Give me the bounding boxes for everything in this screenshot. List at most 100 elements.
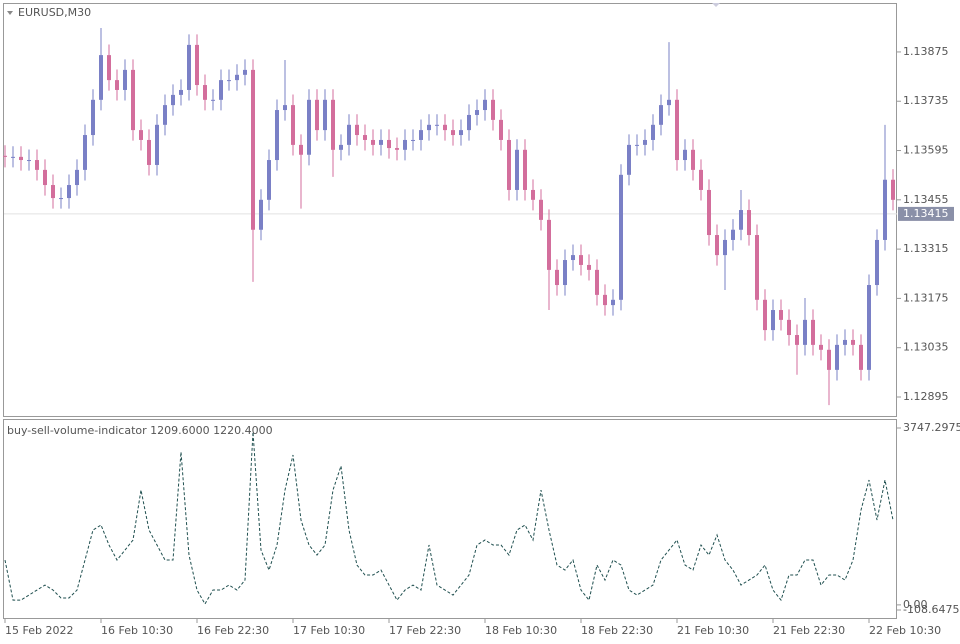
x-tick-label: 18 Feb 10:30 — [485, 624, 557, 637]
x-tick-label: 21 Feb 10:30 — [677, 624, 749, 637]
y-tick-label: 1.13315 — [903, 242, 949, 255]
candle-body — [107, 55, 111, 81]
candle-body — [683, 149, 687, 161]
x-tick-label: 21 Feb 22:30 — [773, 624, 845, 637]
candle-body — [403, 139, 407, 150]
candle-body — [115, 80, 119, 90]
candle-body — [363, 135, 367, 140]
x-tick-label: 18 Feb 22:30 — [581, 624, 653, 637]
candle-body — [267, 160, 271, 200]
candle-body — [659, 105, 663, 125]
candle-body — [75, 169, 79, 186]
candle-body — [163, 105, 167, 125]
candle-body — [563, 260, 567, 286]
candle-body — [203, 85, 207, 100]
candle-body — [387, 139, 391, 149]
candle-body — [299, 144, 303, 155]
candle-body — [875, 239, 879, 286]
candle-body — [67, 185, 71, 199]
indicator-line — [4, 432, 894, 605]
candle-body — [811, 319, 815, 345]
candle-body — [155, 124, 159, 165]
candle-body — [619, 174, 623, 300]
candle-body — [315, 99, 319, 131]
candle-body — [691, 149, 695, 170]
candle-body — [227, 80, 231, 82]
candle-body — [587, 264, 591, 270]
candle-body — [827, 349, 831, 370]
candle-body — [851, 339, 855, 345]
candle-body — [43, 169, 47, 186]
candle-body — [739, 210, 743, 230]
candle-body — [123, 69, 127, 90]
candle-body — [395, 148, 399, 150]
candle-body — [371, 139, 375, 145]
candle-body — [179, 89, 183, 95]
candle-body — [99, 55, 103, 100]
candle-body — [339, 144, 343, 150]
y-tick-label: -108.6475 — [903, 603, 959, 616]
candle-body — [499, 119, 503, 140]
x-tick-label: 15 Feb 2022 — [5, 624, 73, 637]
symbol-menu-arrow[interactable] — [7, 11, 13, 15]
candle-body — [243, 69, 247, 75]
candle-body — [779, 310, 783, 320]
candle-body — [147, 139, 151, 165]
indicator-title: buy-sell-volume-indicator 1209.6000 1220… — [7, 424, 273, 437]
candle-body — [467, 114, 471, 131]
price-panel-frame — [3, 3, 897, 417]
y-tick-label: 1.13035 — [903, 341, 949, 354]
candle-body — [347, 124, 351, 145]
candle-body — [835, 344, 839, 370]
candle-body — [539, 199, 543, 220]
candle-body — [667, 99, 671, 106]
x-tick-label: 17 Feb 10:30 — [293, 624, 365, 637]
candle-body — [475, 110, 479, 115]
candle-body — [27, 160, 31, 162]
candle-body — [259, 199, 263, 230]
y-tick-label: 1.13735 — [903, 94, 949, 107]
candle-body — [651, 124, 655, 140]
candle-body — [755, 235, 759, 300]
candle-body — [795, 335, 799, 345]
candle-body — [699, 169, 703, 190]
candle-body — [211, 99, 215, 101]
candle-body — [643, 139, 647, 145]
candle-body — [443, 124, 447, 131]
candle-body — [891, 179, 895, 200]
candle-body — [819, 344, 823, 350]
y-tick-label: 1.13595 — [903, 144, 949, 157]
candle-body — [747, 210, 751, 236]
candle-body — [491, 99, 495, 120]
y-tick-label: 3747.2975 — [903, 421, 960, 434]
candle-body — [83, 135, 87, 170]
candle-body — [707, 189, 711, 236]
current-price-label: 1.13415 — [903, 207, 949, 220]
candle-body — [859, 344, 863, 370]
y-tick-label: 1.13455 — [903, 193, 949, 206]
candle-body — [283, 105, 287, 111]
x-tick-label: 17 Feb 22:30 — [389, 624, 461, 637]
x-tick-label: 16 Feb 10:30 — [101, 624, 173, 637]
candle-body — [483, 99, 487, 111]
candle-body — [219, 80, 223, 100]
candle-body — [435, 124, 439, 126]
candle-body — [803, 319, 807, 345]
indicator-panel-frame — [3, 419, 897, 619]
candle-body — [635, 144, 639, 146]
candle-body — [571, 255, 575, 261]
candle-body — [411, 139, 415, 141]
candle-body — [555, 269, 559, 286]
candle-body — [579, 255, 583, 265]
candle-body — [731, 229, 735, 240]
candle-body — [235, 74, 239, 81]
candle-body — [451, 130, 455, 136]
symbol-title: EURUSD,M30 — [18, 6, 91, 19]
candle-body — [307, 99, 311, 155]
candle-body — [547, 219, 551, 270]
candle-body — [531, 189, 535, 200]
candle-body — [195, 44, 199, 86]
